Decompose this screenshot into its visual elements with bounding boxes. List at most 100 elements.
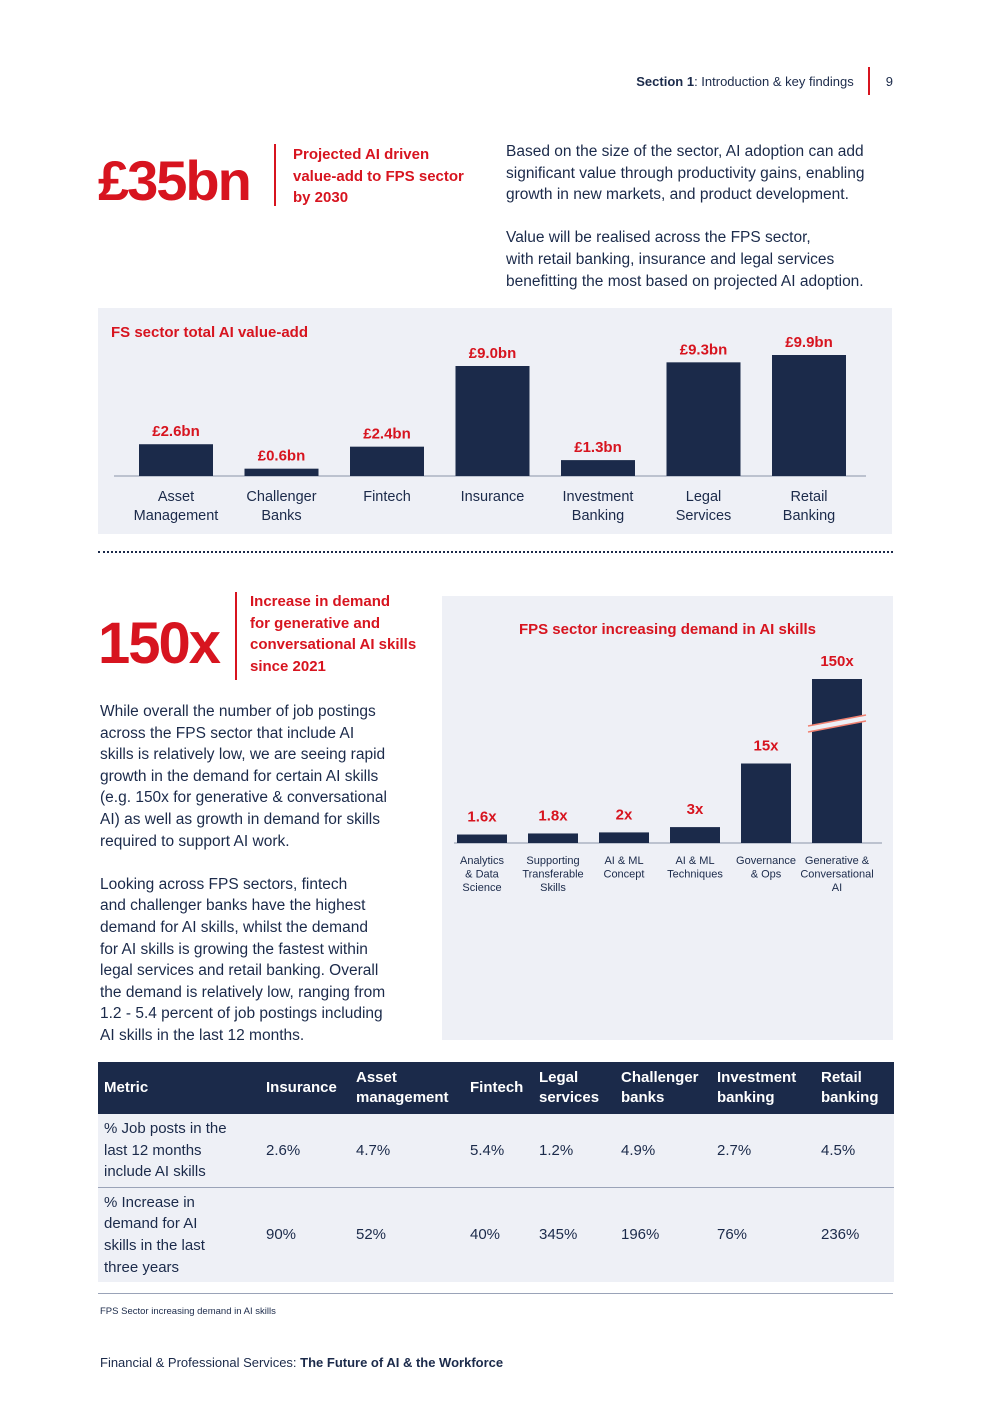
- desc-line: for generative and: [250, 614, 381, 632]
- header-text: Challenger: [621, 1069, 699, 1086]
- data-label: £9.0bn: [469, 345, 517, 362]
- column-header: Legal services: [533, 1062, 615, 1114]
- bar: [599, 832, 649, 843]
- footer-prefix: Financial & Professional Services:: [100, 1355, 301, 1370]
- header-text: banking: [717, 1089, 775, 1106]
- column-header: Fintech: [464, 1062, 533, 1114]
- table-row: % Increase in demand for AI skills in th…: [98, 1187, 894, 1283]
- metric-cell: % Increase in demand for AI skills in th…: [98, 1187, 260, 1283]
- text-line: Value will be realised across the FPS se…: [506, 229, 811, 247]
- section-label: Section 1: [636, 73, 695, 89]
- bar: [772, 355, 846, 476]
- intro-paragraph: Value will be realised across the FPS se…: [506, 227, 898, 292]
- text-line: benefitting the most based on projected …: [506, 272, 864, 290]
- text-line: legal services and retail banking. Overa…: [100, 962, 379, 980]
- value-cell: 52%: [350, 1187, 464, 1283]
- header-text: Fintech: [470, 1079, 524, 1096]
- category-label: Skills: [540, 882, 566, 894]
- column-header: Challenger banks: [615, 1062, 711, 1114]
- data-label: £2.4bn: [363, 426, 411, 443]
- header-text: management: [356, 1089, 449, 1106]
- text-line: AI) as well as growth in demand for skil…: [100, 810, 380, 828]
- category-label: AI & ML: [604, 855, 643, 867]
- bar: [528, 833, 578, 843]
- bar: [455, 366, 530, 476]
- data-label: £9.3bn: [680, 341, 728, 358]
- category-label: & Ops: [751, 869, 782, 881]
- headline-stat-value-add: £35bn: [98, 149, 252, 212]
- header-text: Metric: [104, 1079, 149, 1096]
- axis-break-gap: [808, 715, 866, 732]
- text-line: across the FPS sector that include AI: [100, 724, 355, 742]
- text-line: AI skills in the last 12 months.: [100, 1026, 305, 1044]
- text-line: growth in new markets, and product devel…: [506, 186, 849, 204]
- bar: [666, 362, 741, 476]
- desc-line: conversational AI skills: [250, 636, 417, 653]
- body-paragraph: Looking across FPS sectors, fintech and …: [100, 874, 420, 1047]
- value-cell: 90%: [260, 1187, 350, 1283]
- header-text: Asset: [356, 1069, 397, 1086]
- data-label: 3x: [687, 801, 704, 818]
- table-caption: FPS Sector increasing demand in AI skill…: [100, 1306, 276, 1317]
- category-label: Fintech: [363, 489, 411, 505]
- section-divider: [98, 551, 893, 553]
- category-label: Management: [134, 508, 219, 524]
- bar: [350, 446, 424, 476]
- category-label: Banks: [261, 508, 301, 524]
- header-text: services: [539, 1089, 600, 1106]
- desc-line: Increase in demand: [250, 593, 391, 610]
- category-label: Services: [676, 508, 732, 524]
- category-label: Techniques: [667, 869, 723, 881]
- desc-line: since 2021: [250, 657, 326, 675]
- stat-divider: [274, 144, 276, 206]
- text-line: and challenger banks have the highest: [100, 897, 366, 915]
- section-title: : Introduction & key findings: [694, 73, 854, 89]
- body-text: While overall the number of job postings…: [100, 701, 420, 1047]
- data-label: 15x: [753, 738, 779, 755]
- ai-skills-demand-chart-panel: FPS sector increasing demand in AI skill…: [442, 596, 893, 1040]
- category-label: Asset: [158, 489, 194, 505]
- text-line: 1.2 - 5.4 percent of job postings includ…: [100, 1005, 383, 1023]
- text-line: Based on the size of the sector, AI adop…: [506, 143, 864, 160]
- value-cell: 76%: [711, 1187, 815, 1283]
- text-line: demand for AI skills, whilst the demand: [100, 918, 368, 936]
- bar: [139, 444, 213, 476]
- text-line: three years: [104, 1258, 180, 1276]
- value-cell: 196%: [615, 1187, 711, 1283]
- data-label: £0.6bn: [258, 448, 306, 465]
- body-paragraph: While overall the number of job postings…: [100, 701, 420, 852]
- header-text: Insurance: [266, 1079, 337, 1096]
- text-line: % Increase in: [104, 1193, 195, 1211]
- headline-stat-description: Projected AI driven value-add to FPS sec…: [293, 144, 493, 209]
- text-line: required to support AI work.: [100, 832, 290, 850]
- bar: [561, 460, 635, 476]
- desc-line: by 2030: [293, 189, 349, 206]
- data-label: £2.6bn: [152, 423, 200, 440]
- table-row: % Job posts in the last 12 months includ…: [98, 1114, 894, 1188]
- header-text: Retail: [821, 1069, 862, 1086]
- axis-break-line: [807, 720, 867, 733]
- header-text: Investment: [717, 1069, 797, 1086]
- header-text: Legal: [539, 1069, 579, 1086]
- category-label: AI: [832, 882, 842, 894]
- category-label: Transferable: [522, 869, 583, 881]
- category-label: Legal: [686, 489, 721, 505]
- text-line: Looking across FPS sectors, fintech: [100, 875, 348, 893]
- text-line: growth in the demand for certain AI skil…: [100, 767, 379, 785]
- text-line: % Job posts in the: [104, 1120, 227, 1137]
- category-label: AI & ML: [675, 855, 714, 867]
- page-header: Section 1 : Introduction & key findings …: [636, 67, 893, 95]
- category-label: Concept: [604, 869, 645, 881]
- category-label: Banking: [572, 508, 624, 524]
- text-line: for AI skills is growing the fastest wit…: [100, 940, 368, 958]
- category-label: Science: [462, 882, 501, 894]
- data-label: 1.6x: [467, 809, 497, 826]
- data-label: 150x: [820, 653, 854, 670]
- value-cell: 5.4%: [464, 1114, 533, 1188]
- category-label: Insurance: [461, 489, 525, 505]
- text-line: skills in the last: [104, 1236, 205, 1254]
- text-line: demand for AI: [104, 1215, 198, 1233]
- intro-paragraph: Based on the size of the sector, AI adop…: [506, 141, 898, 206]
- axis-break-line: [807, 714, 867, 727]
- footer-title: The Future of AI & the Workforce: [300, 1355, 504, 1370]
